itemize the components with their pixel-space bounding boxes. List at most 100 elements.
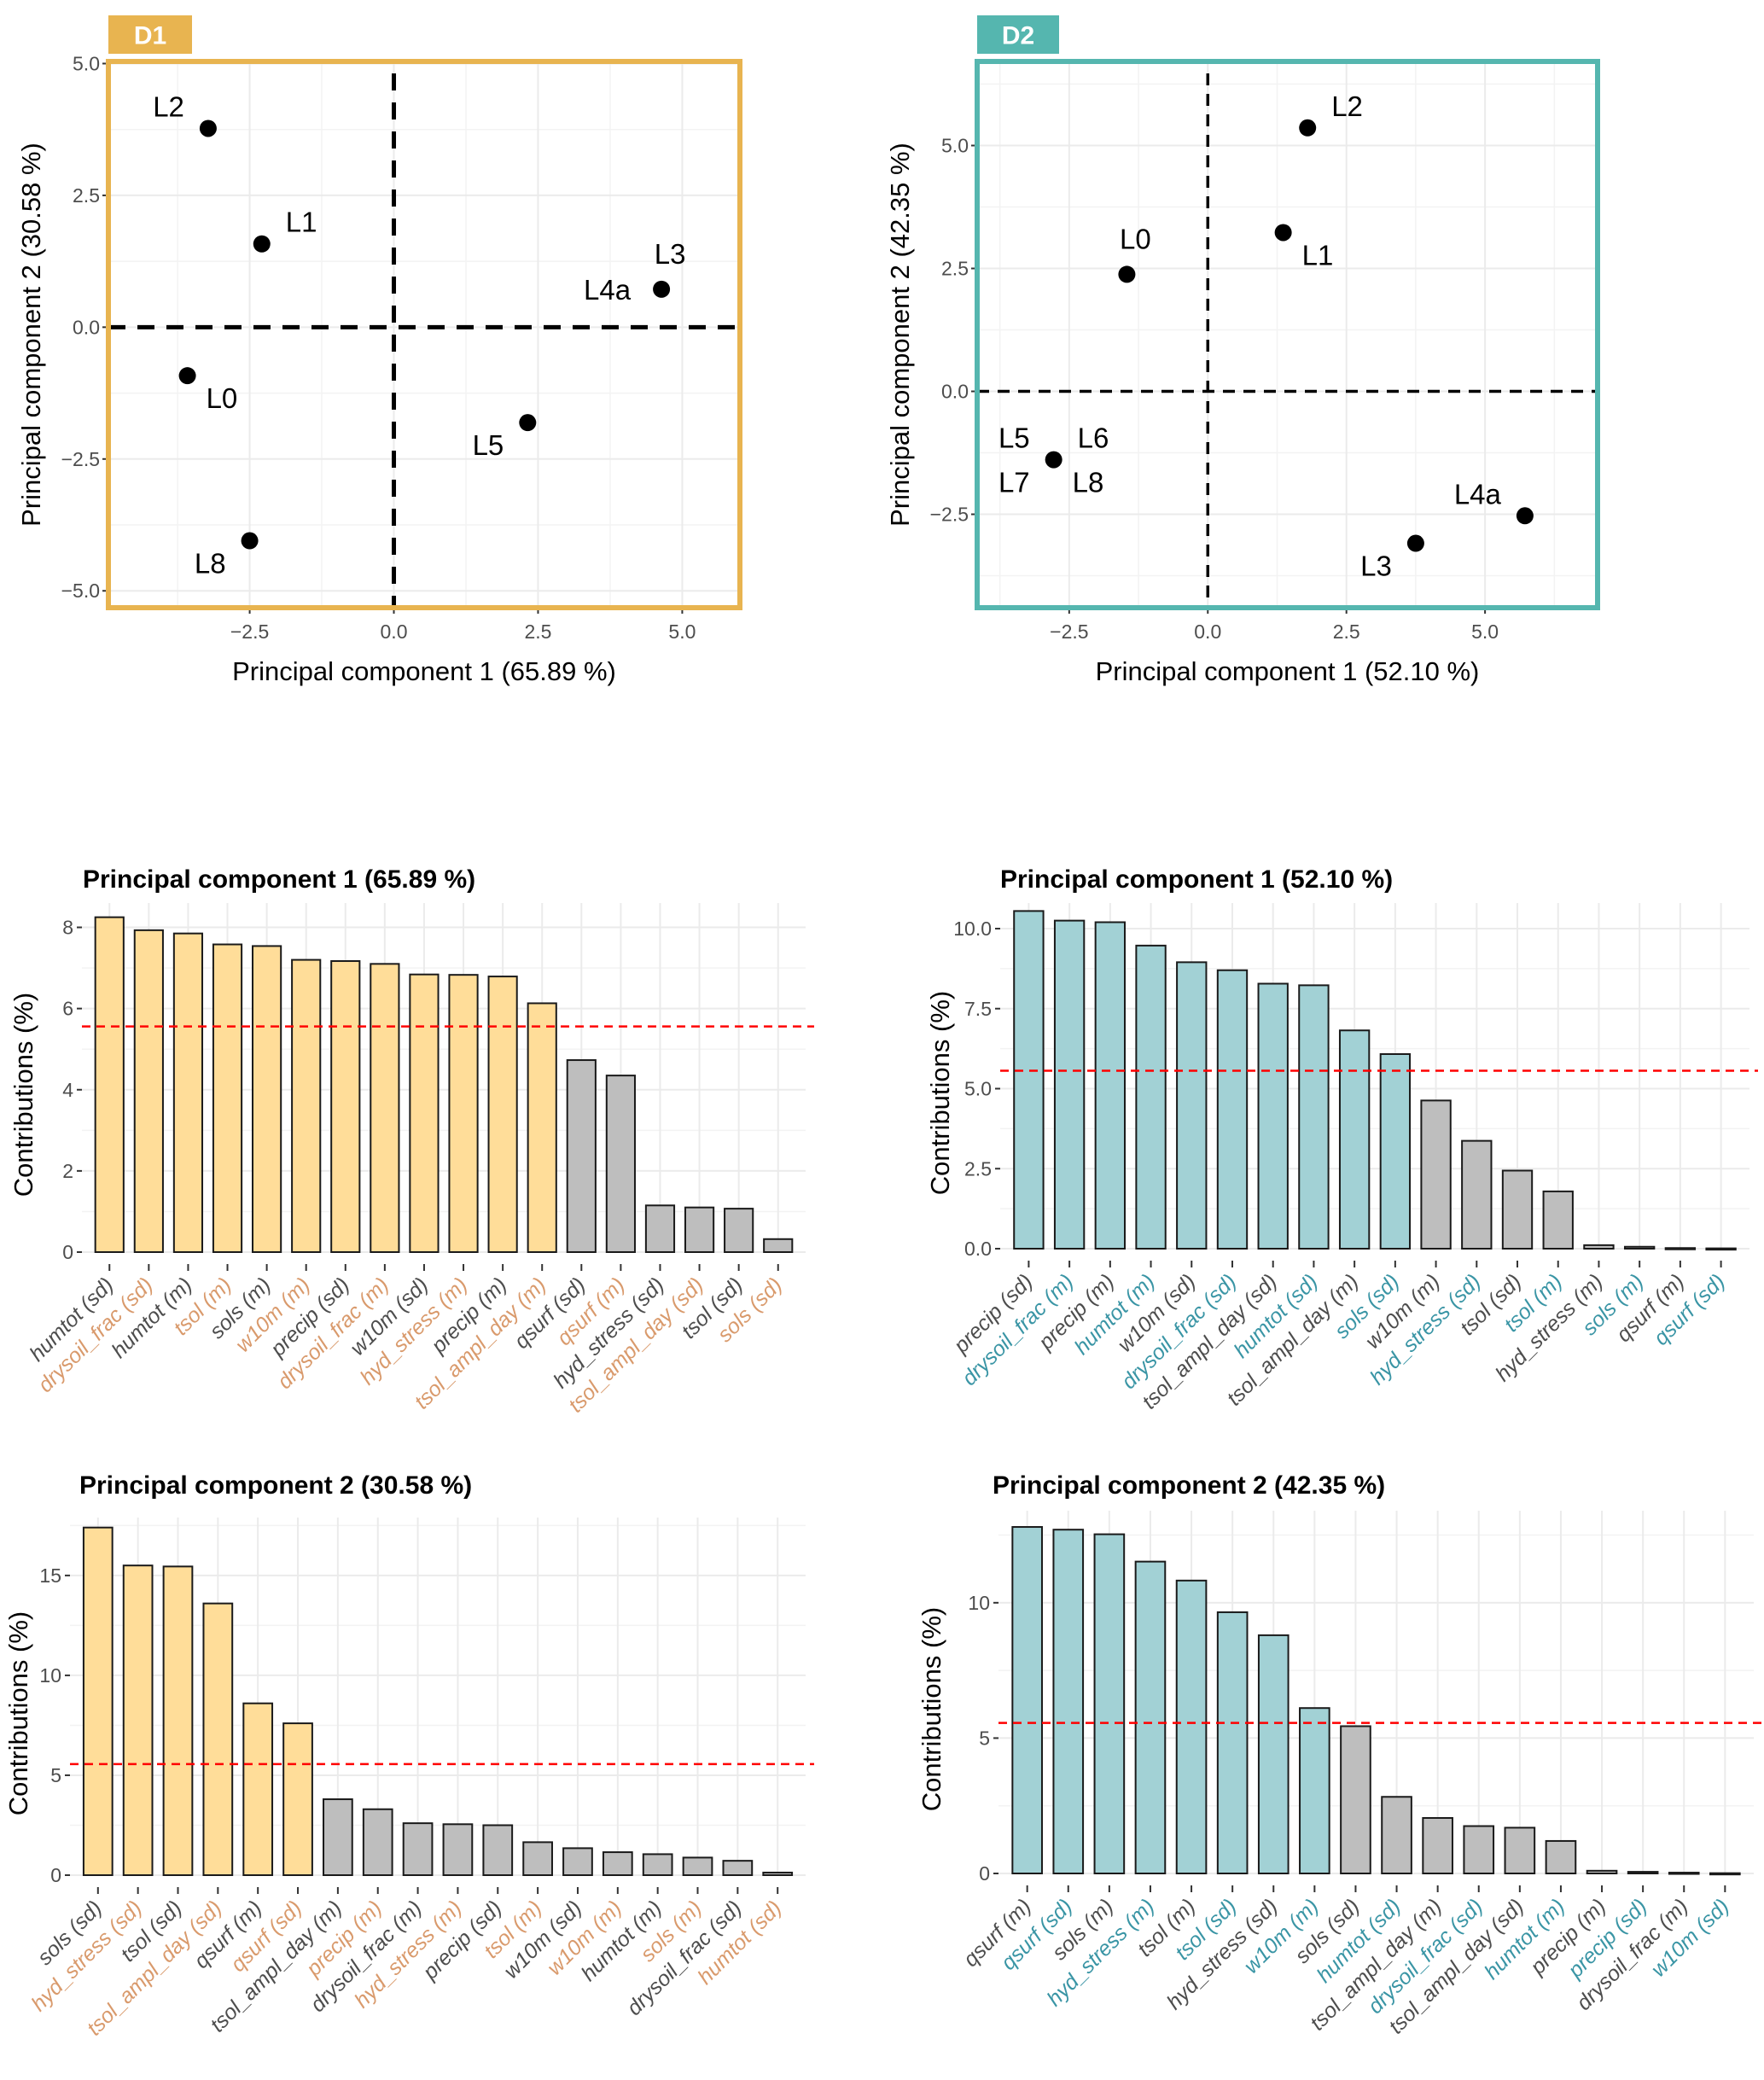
y-tick-label: 7.5: [964, 998, 992, 1020]
x-axis-title: Principal component 1 (52.10 %): [1096, 656, 1480, 686]
d1-pc1-contribution-chart: Principal component 1 (65.89 %)02468humt…: [9, 865, 814, 1418]
contribution-bar: [122, 1564, 154, 1876]
point-label: L0: [1120, 223, 1151, 254]
y-tick-label: 10: [39, 1664, 61, 1687]
contribution-bar: [722, 1860, 754, 1877]
data-point: [253, 235, 271, 253]
contribution-bar: [522, 1841, 553, 1877]
y-tick-label: 2.5: [964, 1157, 992, 1180]
y-tick-label: 2: [62, 1160, 73, 1182]
contribution-bar: [1094, 921, 1127, 1250]
contribution-bar: [1583, 1244, 1615, 1250]
contribution-bar: [605, 1075, 636, 1253]
panel-badge: [977, 15, 1059, 54]
y-tick-label: −2.5: [61, 448, 100, 470]
chart-title: Principal component 2 (42.35 %): [993, 1471, 1385, 1500]
y-tick-label: 4: [62, 1079, 73, 1101]
chart-title: Principal component 1 (52.10 %): [1000, 865, 1393, 894]
contribution-bar: [1216, 969, 1249, 1250]
contribution-bar: [1053, 919, 1086, 1250]
x-tick-label: 0.0: [381, 621, 408, 643]
y-tick-label: 0: [62, 1241, 73, 1263]
point-label: L1: [1302, 239, 1334, 271]
point-label: L7: [998, 467, 1030, 498]
contribution-bar: [133, 929, 164, 1254]
data-point: [519, 414, 537, 432]
point-label: L4a: [584, 274, 632, 306]
x-tick-label: −2.5: [230, 621, 269, 643]
d1-pca-scatter-panel: −2.5 0.0 2.5 5.0 −5.0 −2.5 0.0 2.5 5.0 L2 L1 L3 L4a L…: [16, 15, 742, 686]
y-tick-label: 10.0: [953, 918, 992, 940]
contribution-bar: [242, 1702, 274, 1877]
contribution-bar: [323, 1798, 353, 1877]
y-tick-label: 8: [62, 917, 73, 939]
d2-pc1-contribution-chart: Principal component 1 (52.10 %) 0.0 2.5 5.0…: [925, 865, 1758, 1414]
y-axis-title: Contributions (%): [3, 1611, 33, 1815]
x-tick-label: 5.0: [1471, 621, 1499, 643]
y-tick-label: −2.5: [930, 504, 969, 526]
contribution-bar: [1298, 984, 1330, 1250]
contribution-bar: [282, 1722, 313, 1877]
contribution-bar: [602, 1851, 633, 1877]
contribution-bar: [448, 974, 479, 1253]
point-label: L3: [655, 238, 686, 270]
contribution-bar: [1542, 1190, 1574, 1250]
y-tick-label: 5.0: [964, 1078, 992, 1100]
contribution-bar: [482, 1824, 514, 1877]
contribution-bar: [1664, 1247, 1697, 1250]
contribution-bar: [1504, 1827, 1536, 1874]
contribution-bar: [82, 1526, 114, 1876]
contribution-bar: [763, 1238, 794, 1253]
contribution-bar: [724, 1208, 754, 1254]
contribution-bar: [252, 945, 282, 1253]
x-axis-title: Principal component 1 (65.89 %): [232, 656, 616, 686]
contribution-bar: [1135, 944, 1167, 1250]
contribution-bar: [172, 932, 204, 1253]
contribution-bar: [684, 1206, 715, 1253]
chart-title: Principal component 1 (65.89 %): [83, 865, 475, 894]
point-label: L1: [286, 207, 317, 238]
contribution-bar: [202, 1602, 234, 1877]
y-tick-label: 5: [50, 1764, 61, 1786]
contribution-bar: [1709, 1872, 1741, 1876]
contribution-bar: [527, 1002, 557, 1254]
y-tick-label: 0.0: [941, 381, 969, 403]
data-point: [178, 367, 196, 385]
data-point: [1516, 507, 1534, 525]
contribution-bar: [1422, 1816, 1453, 1875]
d2-pca-scatter-panel: −2.5 0.0 2.5 5.0 −2.5 0.0 2.5 5.0 L2 L1 L0 L5 L6 L7 L8…: [885, 15, 1600, 686]
point-label: L8: [195, 548, 226, 580]
contribution-bar: [1463, 1825, 1495, 1875]
contribution-bar: [1381, 1796, 1412, 1874]
y-axis-title: Contributions (%): [9, 993, 38, 1197]
contribution-bar: [1299, 1707, 1330, 1874]
panel-badge-label: D1: [134, 22, 166, 50]
contribution-bar: [1627, 1871, 1659, 1874]
contribution-bar: [1340, 1725, 1371, 1874]
point-label: L4a: [1454, 478, 1502, 510]
contribution-bar: [1257, 982, 1289, 1250]
contribution-bar: [1216, 1611, 1249, 1874]
y-tick-label: 2.5: [73, 184, 100, 207]
contribution-bar: [1623, 1245, 1656, 1250]
data-point: [1274, 224, 1292, 242]
x-tick-label: 2.5: [524, 621, 551, 643]
d2-pc2-contribution-chart: Principal component 2 (42.35 %)0510qsurf…: [917, 1471, 1762, 2039]
contribution-bar: [642, 1853, 673, 1877]
contribution-bar: [370, 963, 400, 1253]
contribution-bar: [487, 976, 518, 1253]
chart-title: Principal component 2 (30.58 %): [79, 1471, 472, 1500]
contribution-bar: [402, 1822, 434, 1876]
contribution-bar: [1379, 1053, 1412, 1250]
y-tick-label: −5.0: [61, 580, 100, 602]
y-axis-title: Contributions (%): [925, 991, 955, 1195]
contribution-bar: [212, 943, 243, 1253]
contribution-bar: [162, 1565, 194, 1876]
y-tick-label: 6: [62, 998, 73, 1020]
y-axis-title: Contributions (%): [917, 1607, 946, 1811]
plot-background: [977, 61, 1598, 608]
contribution-bar: [1011, 1526, 1043, 1875]
data-point: [199, 119, 217, 137]
data-point: [1118, 265, 1136, 283]
